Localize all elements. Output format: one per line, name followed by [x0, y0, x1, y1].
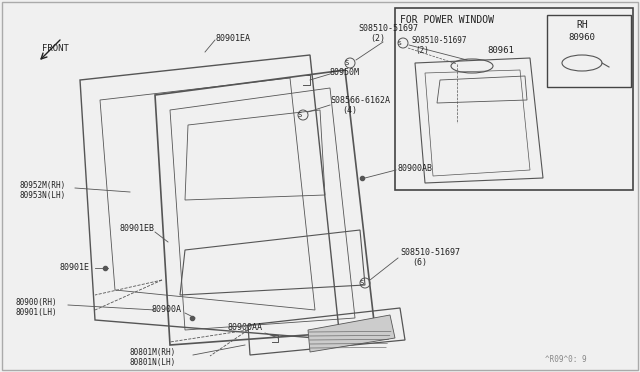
Polygon shape	[308, 315, 395, 352]
Text: FRONT: FRONT	[42, 44, 68, 52]
Text: 80901(LH): 80901(LH)	[15, 308, 56, 317]
Text: S08510-51697: S08510-51697	[358, 23, 418, 32]
Text: S: S	[398, 41, 402, 45]
Text: 80901E: 80901E	[60, 263, 90, 273]
Text: FOR POWER WINDOW: FOR POWER WINDOW	[400, 15, 494, 25]
Text: RH: RH	[576, 20, 588, 30]
Text: S08566-6162A: S08566-6162A	[330, 96, 390, 105]
Text: 80900AB: 80900AB	[398, 164, 433, 173]
Text: S: S	[298, 112, 302, 118]
Text: 80952M(RH): 80952M(RH)	[20, 180, 67, 189]
Text: 80960: 80960	[568, 32, 595, 42]
Bar	[547, 15, 631, 87]
Text: (4): (4)	[342, 106, 357, 115]
Text: 80901EA: 80901EA	[215, 33, 250, 42]
Text: S: S	[360, 280, 364, 286]
Text: (6): (6)	[412, 257, 427, 266]
Text: 80961: 80961	[487, 45, 514, 55]
Text: S: S	[345, 60, 349, 66]
Text: 80801M(RH): 80801M(RH)	[130, 347, 176, 356]
Text: 80900(RH): 80900(RH)	[15, 298, 56, 307]
Text: 80950M: 80950M	[330, 67, 360, 77]
Bar	[395, 8, 633, 190]
Text: 80901EB: 80901EB	[120, 224, 155, 232]
Text: S08510-51697: S08510-51697	[400, 247, 460, 257]
Text: 80900A: 80900A	[152, 305, 182, 314]
Text: S08510-51697: S08510-51697	[411, 35, 467, 45]
Text: (2): (2)	[370, 33, 385, 42]
Text: ^R09^0: 9: ^R09^0: 9	[545, 356, 587, 365]
Text: 80900AA: 80900AA	[228, 324, 263, 333]
Text: (2): (2)	[415, 45, 429, 55]
Text: 80953N(LH): 80953N(LH)	[20, 190, 67, 199]
Text: 80801N(LH): 80801N(LH)	[130, 357, 176, 366]
